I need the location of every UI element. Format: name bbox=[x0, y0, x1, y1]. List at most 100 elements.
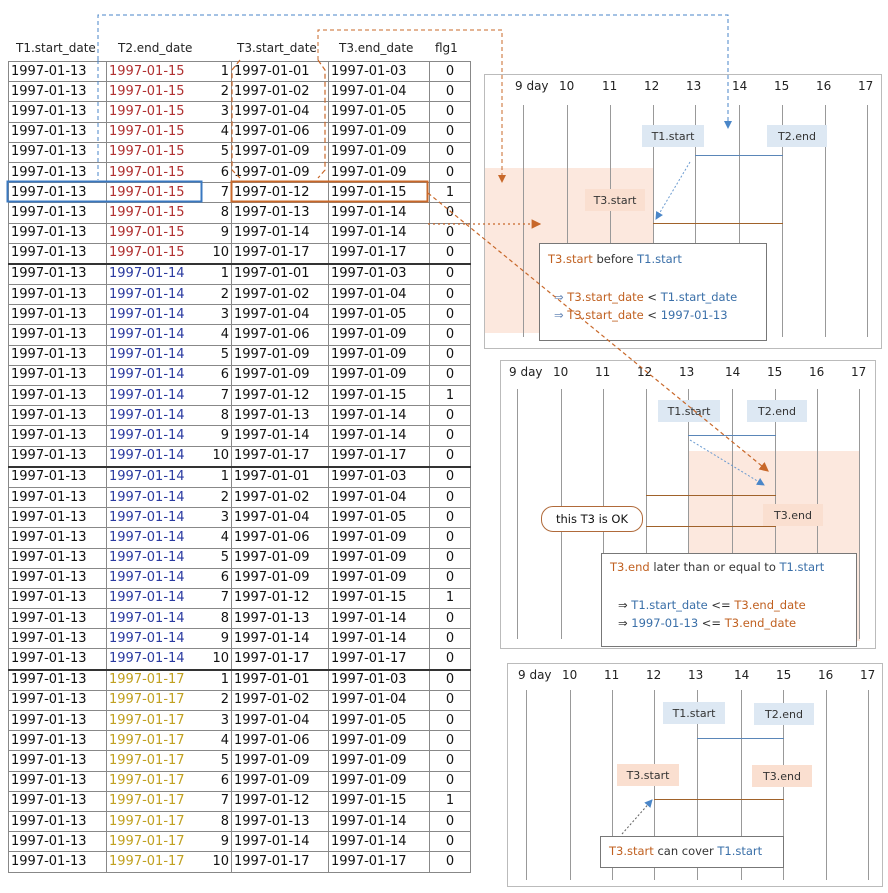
t3-start-date-cell: 1997-01-14 bbox=[231, 831, 329, 853]
t2-end-date-cell: 1997-01-14 bbox=[106, 628, 201, 650]
flg1-cell: 0 bbox=[429, 668, 471, 691]
t3-start-date-cell: 1997-01-01 bbox=[231, 465, 329, 488]
t2-end-date-cell: 1997-01-14 bbox=[106, 445, 201, 468]
t2-end-date-cell: 1997-01-17 bbox=[106, 750, 201, 772]
day-gridline bbox=[825, 105, 826, 337]
flg1-cell: 0 bbox=[429, 486, 471, 509]
t3-index-cell: 4 bbox=[201, 730, 232, 752]
t3-index-cell: 6 bbox=[201, 770, 232, 792]
tick-11: 11 bbox=[602, 79, 618, 93]
flg1-cell: 0 bbox=[429, 121, 471, 143]
t1-start-date-cell: 1997-01-13 bbox=[8, 262, 107, 286]
t2-end-date-cell: 1997-01-15 bbox=[106, 60, 201, 83]
table-row: 1997-01-13 1997-01-15 9 1997-01-14 1997-01-1… bbox=[8, 222, 471, 244]
t3-start-date-cell: 1997-01-06 bbox=[231, 121, 329, 143]
t3-start-date-cell: 1997-01-06 bbox=[231, 730, 329, 752]
t1-start-date-cell: 1997-01-13 bbox=[8, 60, 107, 83]
flg1-cell: 0 bbox=[429, 202, 471, 224]
t1-start-date-cell: 1997-01-13 bbox=[8, 790, 107, 812]
t3-index-cell: 3 bbox=[201, 304, 232, 326]
t3-start-date-cell: 1997-01-09 bbox=[231, 750, 329, 772]
t1-t2-interval-bar bbox=[695, 155, 783, 156]
t3-start-date-cell: 1997-01-09 bbox=[231, 547, 329, 569]
t3-end-date-cell: 1997-01-09 bbox=[328, 730, 430, 752]
t2-end-box: T2.end bbox=[747, 400, 807, 422]
t3-end-date-cell: 1997-01-04 bbox=[328, 81, 430, 103]
day-gridline bbox=[732, 389, 733, 639]
table-row: 1997-01-13 1997-01-14 5 1997-01-09 1997-01-0… bbox=[8, 344, 471, 366]
t2-end-date-cell: 1997-01-15 bbox=[106, 222, 201, 244]
t3-index-cell: 6 bbox=[201, 567, 232, 589]
t2-end-date-cell: 1997-01-17 bbox=[106, 668, 201, 691]
t3-end-date-cell: 1997-01-14 bbox=[328, 405, 430, 427]
t3-index-cell: 2 bbox=[201, 284, 232, 306]
t3-start-date-cell: 1997-01-17 bbox=[231, 445, 329, 468]
t3-end-date-cell: 1997-01-05 bbox=[328, 304, 430, 326]
t2-end-date-cell: 1997-01-14 bbox=[106, 405, 201, 427]
t1-start-date-cell: 1997-01-13 bbox=[8, 770, 107, 792]
flg1-cell: 0 bbox=[429, 161, 471, 184]
t3-index-cell: 8 bbox=[201, 810, 232, 833]
tick-14: 14 bbox=[732, 79, 748, 93]
tick-16: 16 bbox=[818, 668, 834, 682]
table-row: 1997-01-13 1997-01-17 9 1997-01-14 1997-01-1… bbox=[8, 831, 471, 853]
t3-end-date-cell: 1997-01-14 bbox=[328, 222, 430, 244]
t3-start-date-cell: 1997-01-13 bbox=[231, 810, 329, 833]
flg1-cell: 0 bbox=[429, 689, 471, 712]
t2-end-date-cell: 1997-01-15 bbox=[106, 121, 201, 143]
tick-12: 12 bbox=[637, 365, 653, 379]
t3-end-date-cell: 1997-01-09 bbox=[328, 547, 430, 569]
t1-start-date-cell: 1997-01-13 bbox=[8, 202, 107, 224]
t3-end-date-cell: 1997-01-14 bbox=[328, 425, 430, 447]
t1-start-box: T1.start bbox=[642, 125, 704, 147]
table-row: 1997-01-13 1997-01-14 9 1997-01-14 1997-01-1… bbox=[8, 425, 471, 447]
t3-end-date-cell: 1997-01-09 bbox=[328, 770, 430, 792]
table-row: 1997-01-13 1997-01-15 10 1997-01-17 1997-01-… bbox=[8, 242, 471, 265]
t3-end-date-cell: 1997-01-03 bbox=[328, 60, 430, 83]
flg1-cell: 0 bbox=[429, 324, 471, 346]
t2-end-date-cell: 1997-01-15 bbox=[106, 141, 201, 163]
t1-start-date-cell: 1997-01-13 bbox=[8, 750, 107, 772]
t1-start-date-cell: 1997-01-13 bbox=[8, 587, 107, 610]
tick-12: 12 bbox=[646, 668, 662, 682]
t3-start-date-cell: 1997-01-17 bbox=[231, 242, 329, 265]
flg1-cell: 0 bbox=[429, 567, 471, 589]
flg1-cell: 0 bbox=[429, 709, 471, 732]
flg1-cell: 0 bbox=[429, 364, 471, 387]
t3-index-cell: 3 bbox=[201, 101, 232, 123]
t1-start-date-cell: 1997-01-13 bbox=[8, 445, 107, 468]
flg1-cell: 0 bbox=[429, 547, 471, 569]
t3-index-cell: 4 bbox=[201, 527, 232, 549]
t1-start-date-cell: 1997-01-13 bbox=[8, 668, 107, 691]
t3-end-date-cell: 1997-01-14 bbox=[328, 202, 430, 224]
t3-start-date-cell: 1997-01-02 bbox=[231, 689, 329, 712]
t3-start-date-cell: 1997-01-14 bbox=[231, 628, 329, 650]
tick-15: 15 bbox=[776, 668, 792, 682]
t3-index-cell: 9 bbox=[201, 425, 232, 447]
t3-index-cell: 10 bbox=[201, 851, 232, 873]
table-row: 1997-01-13 1997-01-15 5 1997-01-09 1997-01-0… bbox=[8, 141, 471, 163]
t1-start-date-cell: 1997-01-13 bbox=[8, 182, 107, 204]
panel-t3-end-after-t1-start: 9 day 10 11 12 13 14 15 16 17 T1.start T… bbox=[500, 360, 876, 649]
tick-17: 17 bbox=[851, 365, 867, 379]
t3-end-date-cell: 1997-01-09 bbox=[328, 121, 430, 143]
flg1-cell: 0 bbox=[429, 344, 471, 366]
tick-14: 14 bbox=[734, 668, 750, 682]
t1-start-date-cell: 1997-01-13 bbox=[8, 405, 107, 427]
t1-start-date-cell: 1997-01-13 bbox=[8, 628, 107, 650]
tick-13: 13 bbox=[686, 79, 702, 93]
t1-start-date-cell: 1997-01-13 bbox=[8, 425, 107, 447]
day-gridline bbox=[868, 690, 869, 880]
t1-t2-interval-bar bbox=[697, 738, 784, 739]
flg1-cell: 0 bbox=[429, 810, 471, 833]
table-row: 1997-01-13 1997-01-17 5 1997-01-09 1997-01-0… bbox=[8, 750, 471, 772]
day-gridline bbox=[697, 690, 698, 880]
t3-interval-bar bbox=[646, 526, 776, 527]
table-row: 1997-01-13 1997-01-14 1 1997-01-01 1997-01-0… bbox=[8, 262, 471, 286]
table-row: 1997-01-13 1997-01-15 3 1997-01-04 1997-01-0… bbox=[8, 101, 471, 123]
day-gridline bbox=[688, 389, 689, 639]
t3-index-cell: 1 bbox=[201, 668, 232, 691]
t3-index-cell: 8 bbox=[201, 202, 232, 224]
t3-index-cell: 6 bbox=[201, 161, 232, 184]
t2-end-date-cell: 1997-01-14 bbox=[106, 486, 201, 509]
